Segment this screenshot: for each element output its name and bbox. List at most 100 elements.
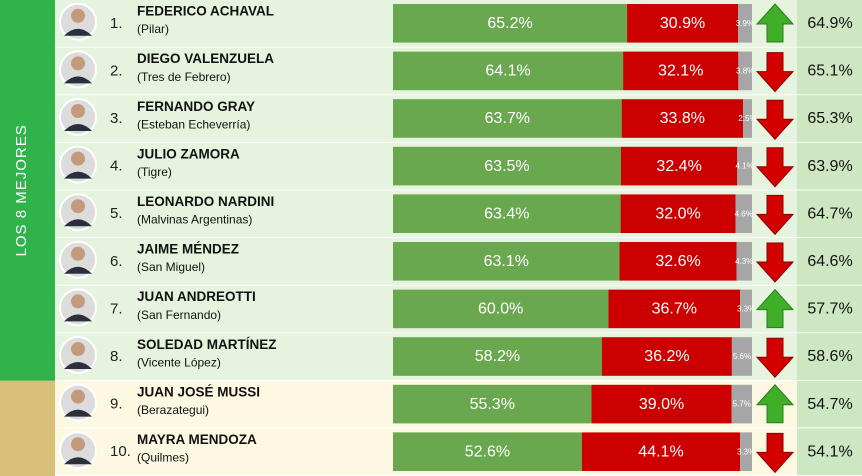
bar-segment (601, 337, 732, 376)
bar-segment (736, 242, 752, 281)
avatar-body (64, 171, 92, 179)
previous-value: 63.9% (807, 158, 852, 175)
previous-box (797, 95, 862, 142)
bar-label: 63.4% (484, 205, 529, 222)
bar-label: 65.2% (487, 15, 532, 32)
previous-value: 65.3% (807, 110, 852, 127)
bar-segment (743, 99, 752, 138)
place: (Pilar) (137, 22, 169, 36)
bar-segment (393, 4, 628, 43)
rank: 5. (110, 205, 123, 222)
previous-value: 64.7% (807, 205, 852, 222)
rank: 8. (110, 348, 123, 365)
bar-label: 3.8% (736, 67, 754, 76)
place: (Vicente López) (137, 355, 221, 369)
bar-label: 58.2% (475, 348, 520, 365)
bar-label: 32.0% (655, 205, 700, 222)
avatar-body (64, 409, 92, 417)
rank: 1. (110, 15, 123, 32)
avatar-head (71, 151, 85, 166)
previous-box (797, 285, 862, 333)
bar-label: 30.9% (660, 15, 705, 32)
avatar-head (71, 56, 85, 71)
bar-segment (393, 194, 621, 233)
bar-label: 44.1% (638, 443, 683, 460)
bar-segment (581, 432, 741, 471)
bar-segment (393, 51, 624, 91)
avatar-body (64, 124, 92, 131)
bar-label: 3.9% (736, 19, 754, 28)
name: SOLEDAD MARTÍNEZ (137, 337, 277, 352)
avatar-head (71, 8, 85, 23)
name: JUAN JOSÉ MUSSI (137, 384, 260, 399)
avatar-body (64, 28, 92, 36)
bar-label: 33.8% (660, 110, 705, 127)
bar-label: 36.2% (644, 348, 689, 365)
bar-label: 2.5% (738, 114, 756, 123)
rank: 4. (110, 158, 123, 175)
trend-arrow-down (755, 147, 795, 188)
rank: 2. (110, 62, 123, 79)
bar-segment (735, 194, 752, 233)
avatar-head (71, 246, 85, 261)
name: JULIO ZAMORA (137, 146, 240, 161)
bar-label: 39.0% (639, 396, 684, 413)
top-band (0, 0, 55, 381)
previous-value: 57.7% (807, 301, 852, 318)
bar-segment (393, 337, 602, 376)
bar-label: 3.3% (737, 305, 755, 314)
previous-box (797, 238, 862, 285)
previous-value: 54.7% (807, 396, 852, 413)
previous-box (797, 380, 862, 428)
place: (Malvinas Argentinas) (137, 213, 252, 227)
avatar-body (64, 76, 92, 84)
avatar-head (71, 389, 85, 404)
avatar-body (64, 314, 92, 322)
previous-box (797, 333, 862, 380)
trend-arrow-down (755, 194, 795, 236)
bar-label: 5.7% (733, 400, 751, 409)
bar-segment (619, 242, 737, 281)
name: DIEGO VALENZUELA (137, 51, 274, 66)
name: FERNANDO GRAY (137, 99, 255, 114)
bar-segment (621, 99, 744, 138)
bar-segment (627, 4, 738, 43)
previous-value: 64.9% (807, 15, 852, 32)
previous-value: 64.6% (807, 253, 852, 270)
bar-segment (740, 432, 752, 471)
trend-arrow-up (755, 384, 795, 424)
bar-segment (393, 146, 621, 186)
rank: 10. (110, 443, 131, 460)
bar-segment (393, 99, 622, 138)
rest-band (0, 380, 55, 476)
trend-arrow-down (755, 242, 795, 283)
bar-label: 4.6% (735, 209, 753, 218)
trend-arrow-up (755, 3, 795, 43)
bar-segment (393, 384, 592, 424)
previous-box (797, 190, 862, 237)
name: JAIME MÉNDEZ (137, 242, 239, 257)
trend-arrow-up (755, 288, 795, 329)
bar-label: 60.0% (478, 301, 523, 318)
rank: 9. (110, 396, 123, 413)
previous-box (797, 47, 862, 95)
place: (Tigre) (137, 165, 172, 179)
bar-segment (620, 194, 736, 233)
avatar-head (71, 104, 85, 118)
bar-label: 63.1% (484, 253, 529, 270)
bar-label: 32.4% (656, 158, 701, 175)
bar-label: 63.5% (484, 158, 529, 175)
trend-arrow-down (755, 337, 795, 378)
avatar-body (64, 362, 92, 369)
rank: 7. (110, 300, 123, 317)
bar-segment (737, 4, 752, 43)
bar-label: 4.3% (735, 257, 753, 266)
place: (Quilmes) (137, 451, 189, 465)
previous-value: 54.1% (807, 443, 852, 460)
bar-segment (393, 242, 620, 281)
bar-label: 55.3% (470, 396, 515, 413)
bar-segment (393, 432, 582, 471)
bar-segment (623, 51, 739, 91)
place: (San Fernando) (137, 308, 221, 322)
